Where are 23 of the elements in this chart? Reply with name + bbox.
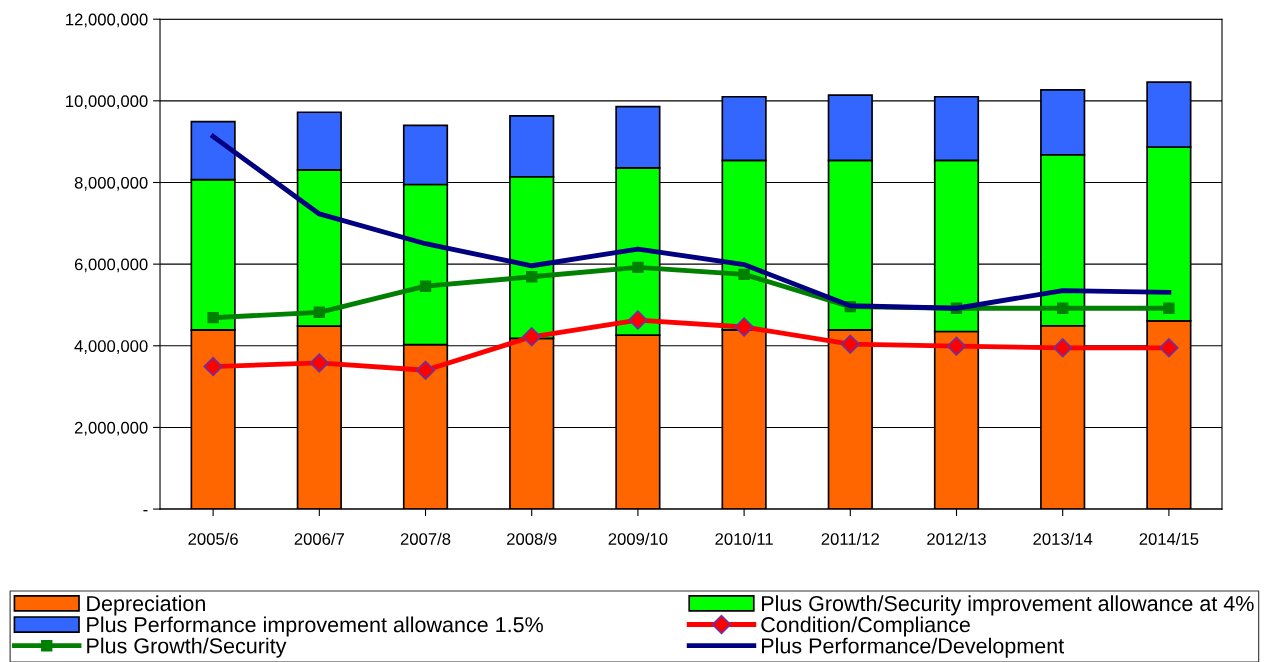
x-tick-label: 2011/12 <box>821 532 879 545</box>
y-tick-label: 8,000,000 <box>74 176 148 191</box>
y-tick-label: 12,000,000 <box>66 13 148 28</box>
x-tick-label: 2010/11 <box>715 532 773 545</box>
x-tick-label: 2009/10 <box>608 532 668 545</box>
x-tick-label: 2006/7 <box>294 532 344 545</box>
legend-label: Plus Performance/Development <box>762 637 1065 658</box>
legend-label: Depreciation <box>87 595 205 616</box>
x-tick-label: 2013/14 <box>1033 532 1093 545</box>
y-tick-label: 10,000,000 <box>66 95 148 110</box>
y-tick-label: - <box>143 510 148 512</box>
x-tick-label: 2008/9 <box>507 532 557 545</box>
y-tick-label: 6,000,000 <box>74 258 148 273</box>
x-tick-label: 2007/8 <box>400 532 451 545</box>
legend-label: Condition/Compliance <box>761 616 970 637</box>
x-tick-label: 2014/15 <box>1139 532 1199 545</box>
y-tick-label: 2,000,000 <box>74 421 148 436</box>
x-tick-label: 2012/13 <box>927 532 986 545</box>
y-tick-label: 4,000,000 <box>74 340 148 354</box>
legend-label: Plus Performance improvement allowance 1.5% <box>87 616 543 637</box>
legend-label: Plus Growth/Security improvement allowance at 4% <box>762 595 1254 616</box>
x-tick-label: 2005/6 <box>188 532 238 545</box>
legend-label: Plus Growth/Security <box>87 637 287 658</box>
